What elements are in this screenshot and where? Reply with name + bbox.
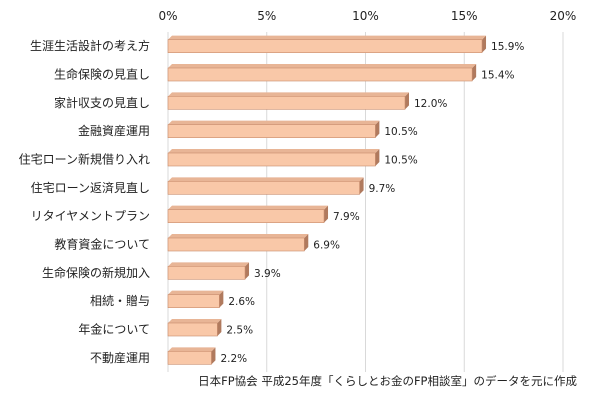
data-label: 2.5% [226, 325, 253, 337]
data-label: 15.9% [491, 41, 524, 53]
bar [167, 92, 409, 110]
bars [167, 35, 487, 365]
x-tick-label: 20% [550, 9, 577, 23]
x-tick-label: 15% [451, 9, 478, 23]
category-label: 生命保険の見直し [54, 67, 150, 82]
x-axis-ticks: 0% 5% 10% 15% 20% [158, 9, 576, 23]
category-label: 生命保険の新規加入 [42, 265, 150, 280]
data-label: 2.6% [228, 296, 255, 308]
gridlines [167, 32, 564, 372]
data-labels: 15.9% 15.4% 12.0% 10.5% 10.5% 9.7% 7.9% 6.9% 3.9… [220, 41, 524, 365]
x-tick-label: 10% [352, 9, 379, 23]
category-labels: 生涯生活設計の考え方生命保険の見直し家計収支の見直し金融資産運用住宅ローン新規借… [19, 38, 150, 365]
bar [167, 290, 224, 308]
category-label: 住宅ローン返済見直し [31, 180, 150, 195]
bar [167, 319, 222, 337]
bar [167, 64, 477, 82]
data-label: 12.0% [414, 98, 447, 110]
category-label: リタイヤメントプラン [31, 209, 150, 223]
category-label: 不動産運用 [90, 350, 150, 365]
category-label: 教育資金について [54, 237, 150, 252]
data-label: 2.2% [220, 353, 247, 365]
data-label: 15.4% [481, 70, 514, 82]
x-tick-label: 0% [158, 9, 177, 23]
category-label: 生涯生活設計の考え方 [30, 38, 150, 53]
bar [167, 234, 309, 252]
bar [167, 347, 216, 365]
bar [167, 120, 380, 138]
bar [167, 177, 364, 195]
bar [167, 35, 487, 53]
data-label: 7.9% [333, 211, 360, 223]
data-label: 10.5% [384, 155, 417, 167]
category-label: 年金について [78, 322, 150, 337]
category-label: 相続・贈与 [90, 293, 150, 308]
data-label: 10.5% [384, 126, 417, 138]
source-note: 日本FP協会 平成25年度「くらしとお金のFP相談室」のデータを元に作成 [198, 374, 577, 388]
data-label: 3.9% [254, 268, 281, 280]
bar [167, 205, 329, 223]
category-label: 金融資産運用 [78, 123, 150, 138]
bar [167, 149, 380, 167]
bar [167, 262, 250, 280]
category-label: 住宅ローン新規借り入れ [19, 152, 150, 167]
x-tick-label: 5% [257, 9, 276, 23]
category-label: 家計収支の見直し [54, 95, 150, 110]
data-label: 9.7% [369, 183, 396, 195]
data-label: 6.9% [313, 240, 340, 252]
